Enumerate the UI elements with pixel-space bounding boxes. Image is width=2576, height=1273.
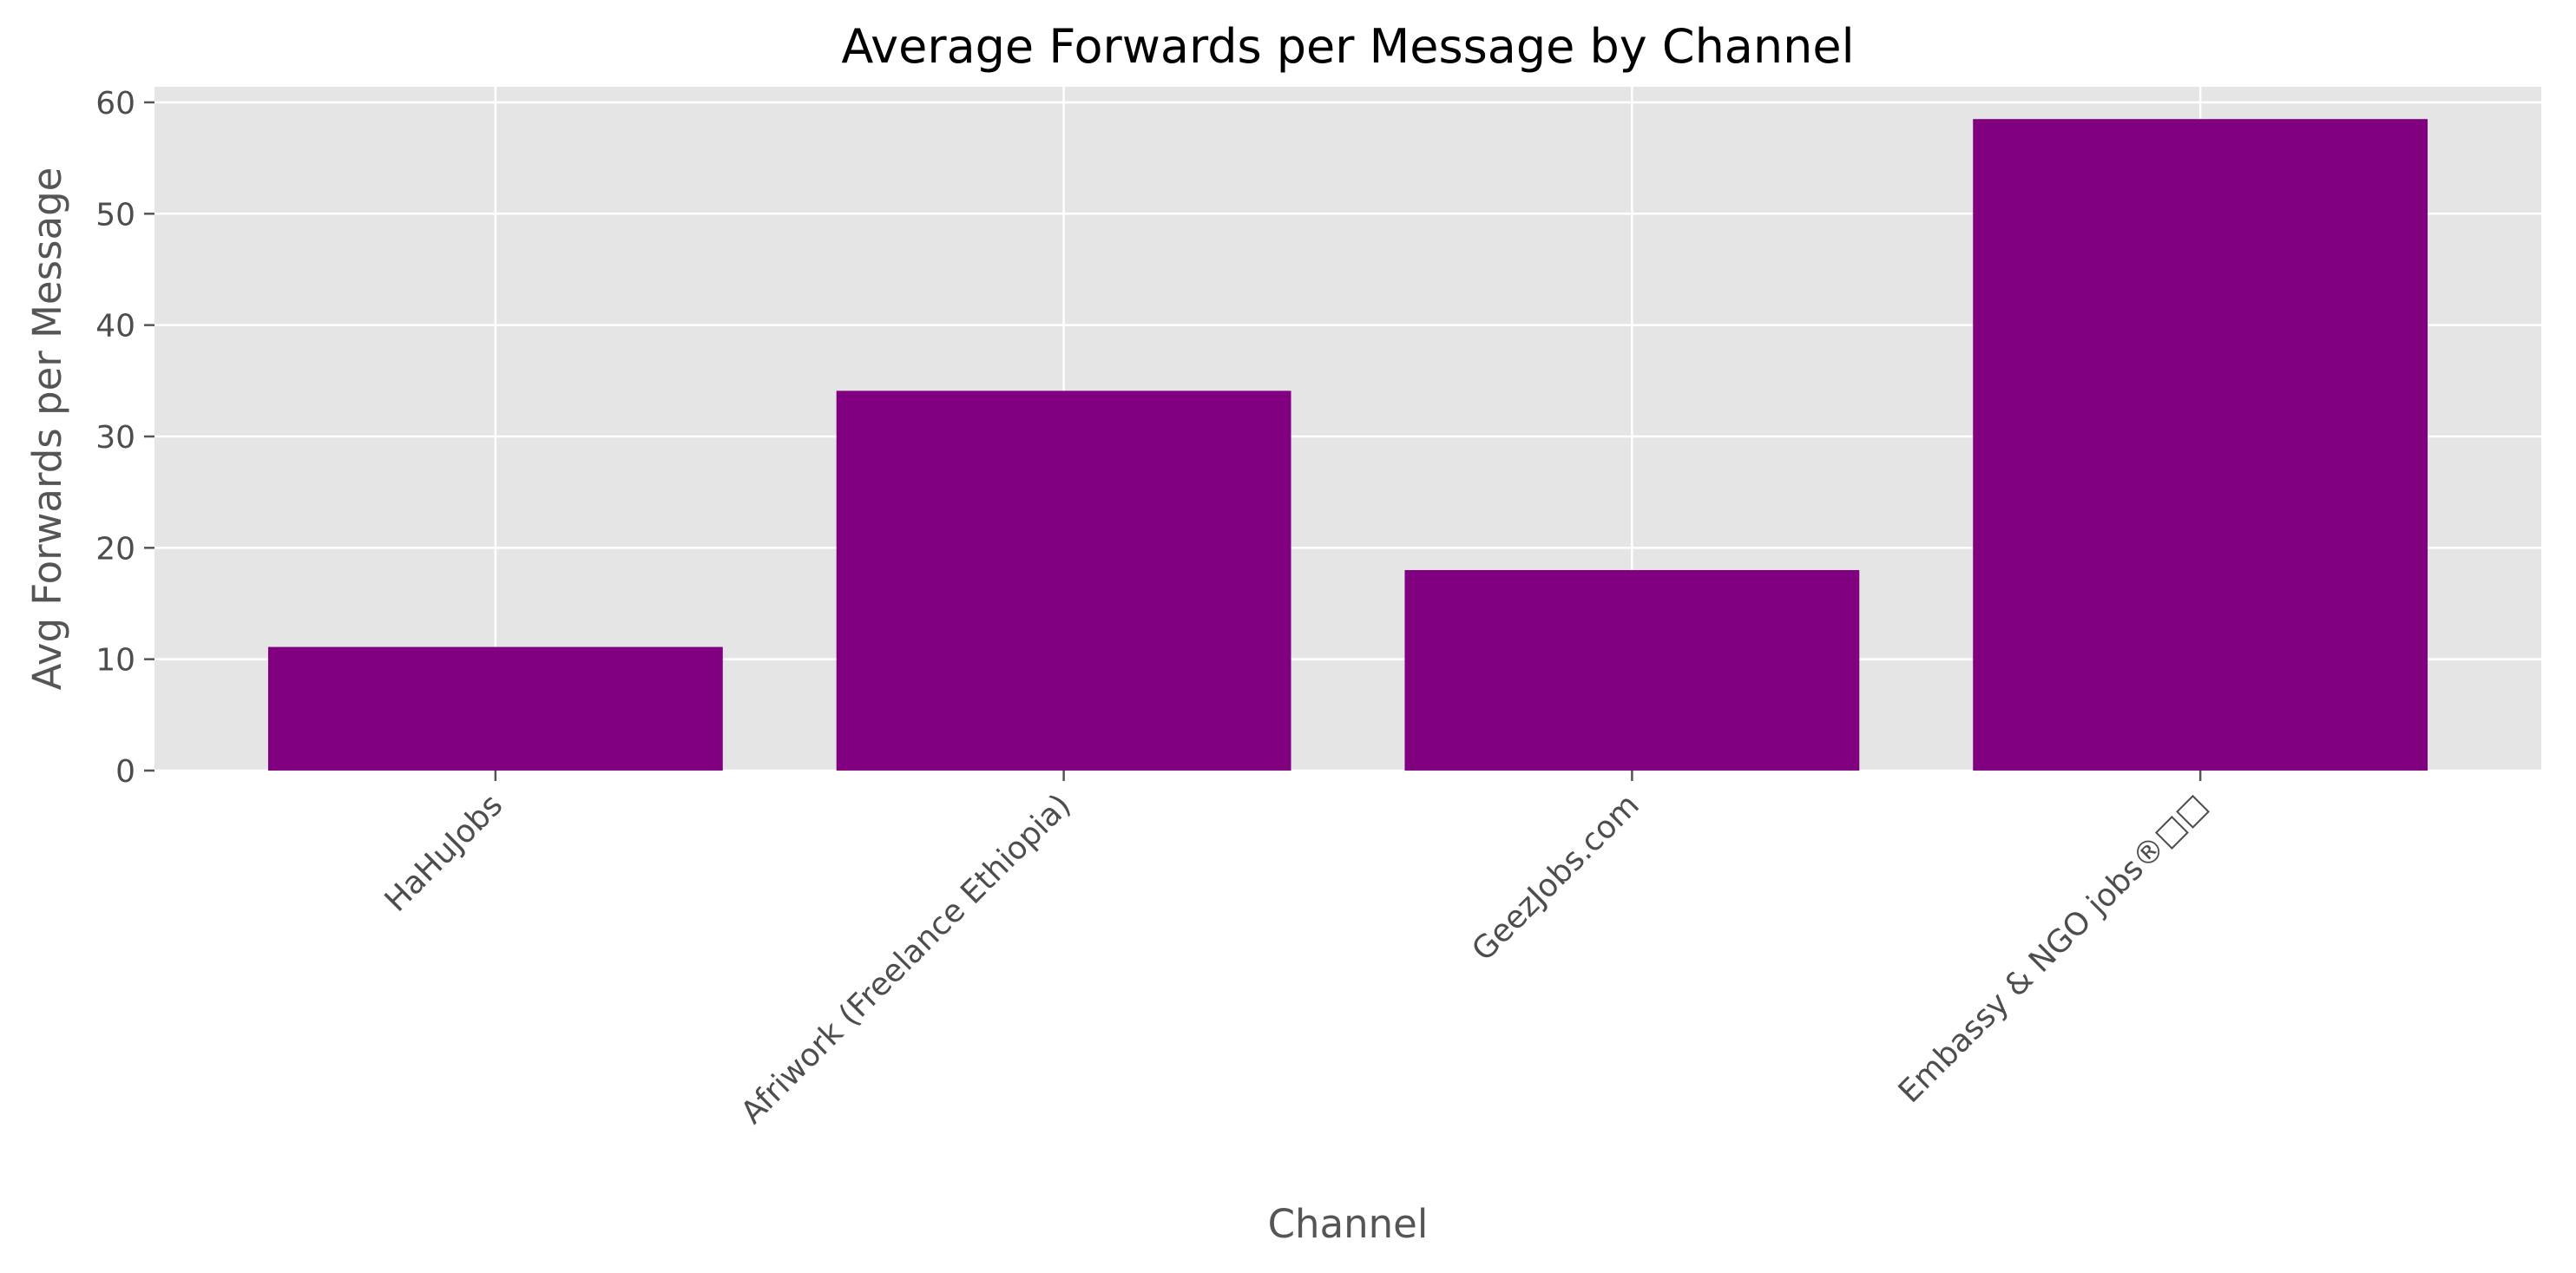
bar <box>836 390 1291 771</box>
y-tick-label: 60 <box>95 86 135 121</box>
y-tick-label: 20 <box>95 531 135 567</box>
bar <box>267 646 723 771</box>
y-tick-label: 50 <box>95 197 135 233</box>
bar <box>1973 119 2428 771</box>
y-tick-label: 0 <box>115 754 135 790</box>
y-tick-label: 40 <box>95 309 135 344</box>
bar <box>1404 569 1860 771</box>
y-tick-label: 10 <box>95 643 135 679</box>
chart-title: Average Forwards per Message by Channel <box>841 19 1854 74</box>
bars <box>267 119 2428 771</box>
y-tick-label: 30 <box>95 420 135 456</box>
x-axis-label: Channel <box>1268 1201 1429 1247</box>
y-axis-label: Avg Forwards per Message <box>24 167 70 691</box>
